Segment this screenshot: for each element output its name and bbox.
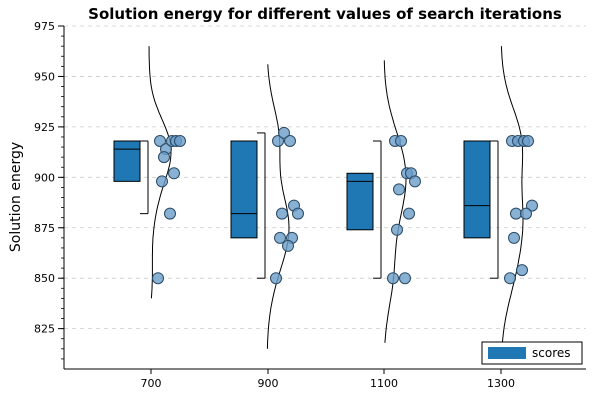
axes: 825 850 875 900 925 950 975 700 900 1100 1300 xyxy=(34,20,586,390)
data-point-700 xyxy=(158,151,170,164)
box-body xyxy=(230,140,258,239)
data-point-1100 xyxy=(403,207,415,220)
data-point-700 xyxy=(152,272,164,285)
density-curve-900 xyxy=(266,64,290,349)
box-700 xyxy=(113,140,149,215)
y-tick-label: 975 xyxy=(34,20,55,33)
x-tick-label: 900 xyxy=(258,377,279,390)
y-tick-label: 875 xyxy=(34,222,55,235)
box-body xyxy=(113,140,141,182)
data-point-900 xyxy=(292,207,304,220)
y-axis-label: Solution energy xyxy=(8,142,24,252)
data-point-700 xyxy=(164,207,176,220)
y-tick-label: 825 xyxy=(34,323,55,336)
data-point-1100 xyxy=(395,135,407,148)
box-body xyxy=(463,140,491,239)
y-tick-label: 900 xyxy=(34,171,55,184)
data-point-1300 xyxy=(516,264,528,277)
x-tick-label: 1100 xyxy=(370,377,398,390)
density-curve-1100 xyxy=(383,60,407,343)
y-tick-label: 950 xyxy=(34,70,55,83)
chart-title: Solution energy for different values of … xyxy=(88,5,562,23)
data-point-1300 xyxy=(504,272,516,285)
data-point-900 xyxy=(270,272,282,285)
y-tick-label: 850 xyxy=(34,272,55,285)
data-point-900 xyxy=(282,239,294,252)
data-point-900 xyxy=(284,135,296,148)
legend-label: scores xyxy=(532,346,571,360)
density-curve-1300 xyxy=(500,46,524,353)
data-point-1100 xyxy=(409,175,421,188)
grid-lines xyxy=(64,25,586,330)
data-point-1100 xyxy=(399,272,411,285)
data-point-900 xyxy=(276,207,288,220)
data-point-900 xyxy=(278,126,290,139)
data-point-1300 xyxy=(510,207,522,220)
y-tick-label: 925 xyxy=(34,121,55,134)
data-point-900 xyxy=(274,231,286,244)
data-point-1100 xyxy=(387,272,399,285)
x-tick-label: 1300 xyxy=(487,377,515,390)
data-points xyxy=(152,126,538,285)
data-point-900 xyxy=(272,135,284,148)
box-1300 xyxy=(463,140,499,279)
boxes xyxy=(113,132,499,279)
data-point-700 xyxy=(156,175,168,188)
data-point-1300 xyxy=(522,135,534,148)
box-1100 xyxy=(346,140,382,279)
data-point-700 xyxy=(168,167,180,180)
legend: scores xyxy=(481,341,583,365)
box-body xyxy=(346,172,374,231)
box-900 xyxy=(230,132,266,279)
density-curve-700 xyxy=(148,46,172,299)
data-point-700 xyxy=(174,135,186,148)
data-point-1100 xyxy=(393,183,405,196)
data-point-1300 xyxy=(526,199,538,212)
legend-swatch xyxy=(488,347,526,359)
data-point-1300 xyxy=(508,231,520,244)
x-tick-label: 700 xyxy=(141,377,162,390)
data-point-1100 xyxy=(391,223,403,236)
density-curves xyxy=(148,46,524,353)
data-point-1300 xyxy=(520,207,532,220)
data-point-700 xyxy=(154,135,166,148)
